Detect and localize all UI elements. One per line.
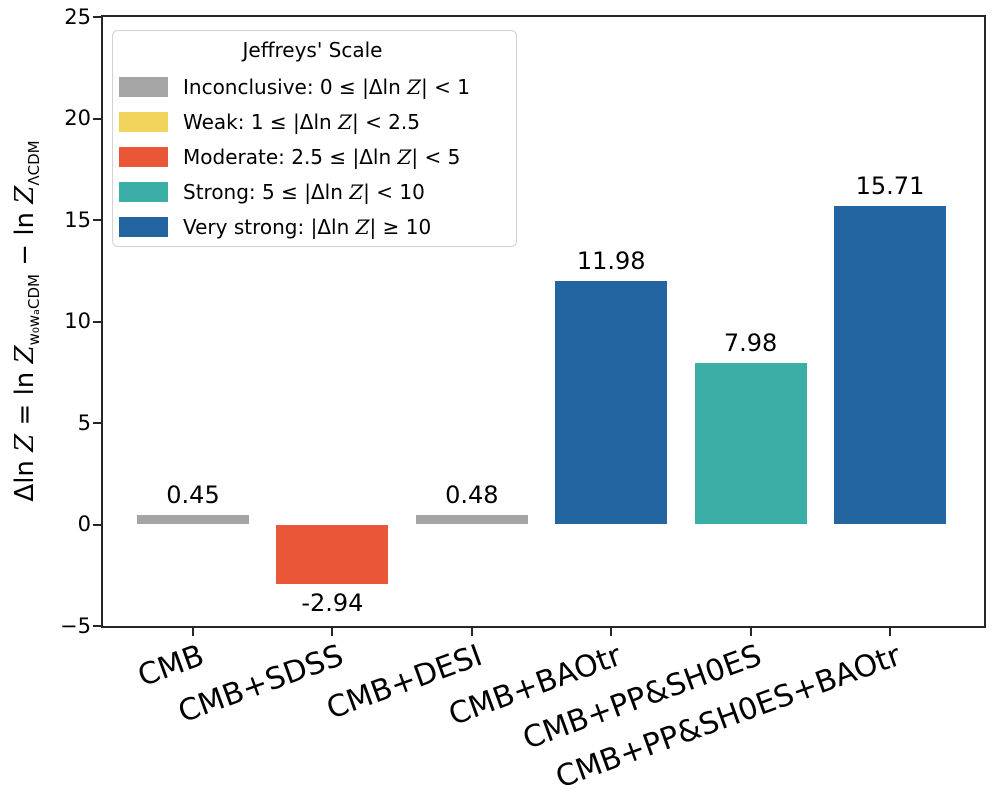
moderate-swatch — [119, 147, 168, 167]
legend-label-part: Moderate: 2.5 ≤ |Δln — [183, 145, 398, 169]
x-tick-mark — [889, 628, 891, 636]
y-tick-mark — [93, 422, 101, 424]
legend-label-part: | < 10 — [363, 180, 425, 204]
legend-title: Jeffreys' Scale — [242, 38, 383, 62]
x-tick-mark — [192, 628, 194, 636]
x-tick-mark — [470, 628, 473, 636]
legend-item: Strong: 5 ≤ |Δln Z| < 10 — [119, 182, 506, 202]
legend-item-label: Moderate: 2.5 ≤ |Δln Z| < 5 — [183, 147, 460, 167]
bar — [694, 362, 807, 525]
y-axis-label: Δln Z = ln Zw₀wₐCDM − ln ZΛCDM — [9, 140, 44, 502]
y-tick-mark — [93, 16, 101, 18]
legend-label-part: | < 2.5 — [351, 110, 420, 134]
legend-label-part: | ≥ 10 — [369, 215, 432, 239]
legend-label-part: Z — [397, 145, 412, 169]
weak-swatch — [119, 112, 168, 132]
bar — [834, 205, 946, 525]
y-tick-label: 25 — [64, 4, 91, 29]
y-axis-label-part: = ln — [9, 363, 40, 434]
y-tick-mark — [93, 219, 101, 221]
legend-item-label: Very strong: |Δln Z| ≥ 10 — [183, 217, 431, 237]
legend-label-part: | < 1 — [421, 75, 470, 99]
bar — [276, 524, 389, 585]
legend-item: Inconclusive: 0 ≤ |Δln Z| < 1 — [119, 77, 506, 97]
bar-chart: Jeffreys' Scale Inconclusive: 0 ≤ |Δln Z… — [103, 17, 984, 626]
very-strong-swatch — [119, 217, 168, 237]
x-tick-mark — [331, 628, 334, 636]
y-tick-mark — [93, 523, 101, 526]
y-axis-label-part: − ln — [9, 203, 40, 274]
legend-label-part: | < 5 — [411, 145, 461, 169]
legend-label-part: Z — [338, 110, 352, 134]
bar — [415, 514, 528, 525]
y-tick-label: −5 — [60, 613, 91, 638]
x-tick-label: CMB — [132, 638, 209, 695]
bar — [137, 515, 249, 525]
legend-label-part: Inconclusive: 0 ≤ |Δln — [183, 75, 408, 99]
legend-label-part: Weak: 1 ≤ |Δln — [183, 110, 339, 134]
y-axis-label-subscript: w₀wₐCDM — [25, 274, 44, 346]
x-tick-mark — [749, 628, 752, 636]
legend-item: Moderate: 2.5 ≤ |Δln Z| < 5 — [119, 147, 506, 167]
y-tick-label: 15 — [64, 207, 91, 232]
bar-value-label: 7.98 — [723, 328, 778, 357]
legend: Jeffreys' Scale Inconclusive: 0 ≤ |Δln Z… — [112, 30, 517, 247]
x-tick-mark — [610, 628, 613, 636]
legend-item: Weak: 1 ≤ |Δln Z| < 2.5 — [119, 112, 506, 132]
legend-item-label: Inconclusive: 0 ≤ |Δln Z| < 1 — [183, 77, 470, 97]
bar-value-label: -2.94 — [301, 589, 364, 618]
legend-item: Very strong: |Δln Z| ≥ 10 — [119, 217, 506, 237]
y-axis-label-part: Δln — [9, 451, 40, 502]
bar-value-label: 15.71 — [855, 171, 925, 200]
bar-value-label: 11.98 — [576, 247, 646, 276]
inconclusive-swatch — [119, 77, 168, 97]
script-z-glyph: Z — [9, 433, 40, 452]
legend-label-part: Z — [407, 75, 422, 99]
y-tick-label: 0 — [77, 512, 91, 536]
legend-label-part: Very strong: |Δln — [183, 215, 356, 239]
script-z-glyph: Z — [9, 345, 40, 364]
y-tick-mark — [93, 625, 101, 627]
strong-swatch — [119, 182, 168, 202]
bar-value-label: 0.45 — [166, 481, 220, 510]
legend-item-label: Strong: 5 ≤ |Δln Z| < 10 — [183, 182, 425, 202]
y-tick-label: 20 — [64, 106, 91, 130]
script-z-glyph: Z — [9, 185, 40, 204]
legend-label-part: Strong: 5 ≤ |Δln — [183, 180, 350, 204]
bar — [555, 281, 668, 525]
y-tick-label: 10 — [64, 309, 91, 333]
legend-label-part: Z — [349, 180, 364, 204]
y-tick-label: 5 — [77, 410, 91, 435]
y-axis-label-subscript: ΛCDM — [25, 140, 44, 186]
y-tick-mark — [93, 117, 101, 120]
y-tick-mark — [93, 320, 101, 323]
legend-item-label: Weak: 1 ≤ |Δln Z| < 2.5 — [183, 112, 420, 132]
legend-label-part: Z — [355, 215, 370, 239]
bar-value-label: 0.48 — [445, 480, 499, 509]
